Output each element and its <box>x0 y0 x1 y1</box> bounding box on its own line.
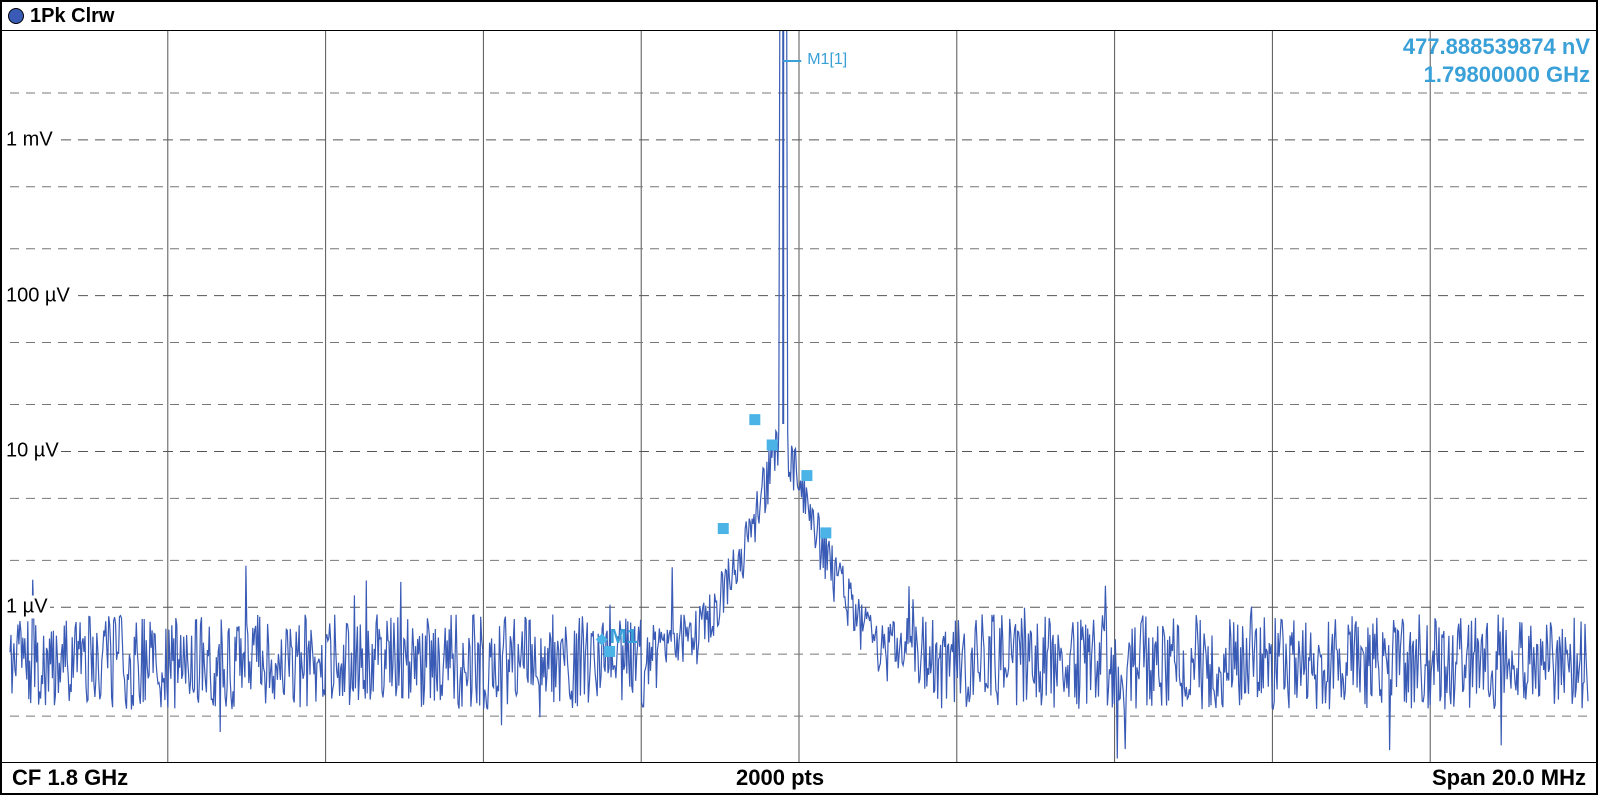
y-tick-label: 1 mV <box>6 128 55 151</box>
spectrum-plot-svg <box>2 31 1596 763</box>
marker-readout: 477.888539874 nV 1.79800000 GHz <box>1403 33 1590 88</box>
y-tick-label: 100 µV <box>6 284 72 307</box>
marker-trace-tag: M1 <box>610 626 638 649</box>
marker-frequency-value: 1.79800000 GHz <box>1403 61 1590 89</box>
trace-color-dot-icon <box>8 8 24 24</box>
marker-id-label: M1[1] <box>807 51 847 69</box>
plot-area[interactable]: 1 mV 100 µV 10 µV 1 µV 477.888539874 nV 1.7… <box>2 31 1596 763</box>
y-tick-label: 10 µV <box>6 440 61 463</box>
sweep-points-label: 2000 pts <box>736 765 824 791</box>
center-frequency-label: CF 1.8 GHz <box>12 765 128 791</box>
trace-mode-label: 1Pk Clrw <box>30 5 114 28</box>
status-footer: CF 1.8 GHz 2000 pts Span 20.0 MHz <box>2 762 1596 793</box>
y-tick-label: 1 µV <box>6 596 50 619</box>
spectrum-analyzer-frame: 1Pk Clrw 1 mV 100 µV 10 µV 1 µV 477.8885398… <box>0 0 1598 795</box>
marker-amplitude-value: 477.888539874 nV <box>1403 33 1590 61</box>
trace-header: 1Pk Clrw <box>2 2 1596 31</box>
span-label: Span 20.0 MHz <box>1432 765 1586 791</box>
